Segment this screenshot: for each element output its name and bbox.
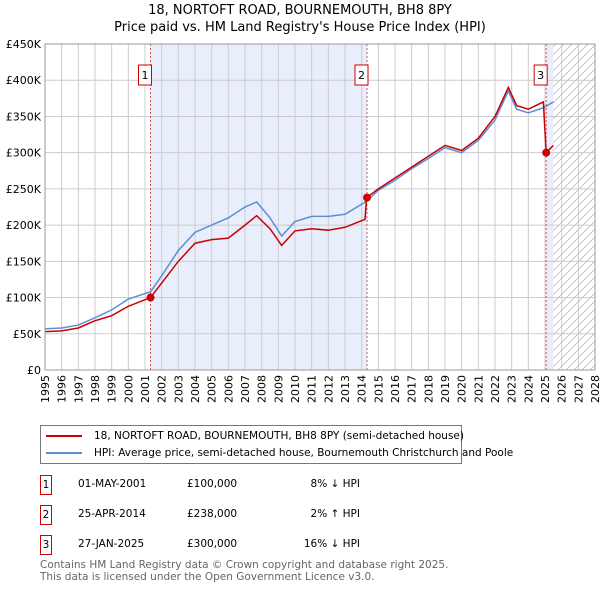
- plot-border: [44, 43, 596, 371]
- sale-label-box: [138, 64, 152, 86]
- x-tick-label: 2022: [489, 375, 502, 403]
- x-tick-label: 2004: [189, 375, 202, 403]
- sale-label: 2: [358, 69, 365, 82]
- x-tick-label: 2013: [339, 375, 352, 403]
- x-tick-label: 2011: [306, 375, 319, 403]
- sale-hpi-diff: 16% ↓ HPI: [303, 538, 360, 550]
- legend-swatch-property: [46, 435, 82, 437]
- y-tick-label: £300K: [6, 147, 42, 160]
- x-tick-label: 2002: [156, 375, 169, 403]
- x-tick-label: 2000: [122, 375, 135, 403]
- x-tick-label: 2001: [139, 375, 152, 403]
- hpi-line: [44, 89, 554, 330]
- x-tick-label: 1996: [56, 375, 69, 403]
- sale-date: 27-JAN-2025: [78, 538, 145, 550]
- sale-price: £300,000: [187, 538, 238, 550]
- shaded-region-ownership: [150, 44, 367, 370]
- sale-hpi-diff: 8% ↓ HPI: [310, 478, 360, 490]
- y-tick-label: £400K: [6, 74, 42, 87]
- sale-point: [363, 193, 371, 202]
- sale-hpi-diff: 2% ↑ HPI: [310, 508, 360, 520]
- x-tick-label: 2026: [556, 375, 569, 403]
- x-tick-label: 2025: [539, 375, 552, 403]
- sale-number: 3: [40, 535, 52, 555]
- chart-subtitle: Price paid vs. HM Land Registry's House …: [114, 20, 486, 35]
- x-tick-label: 2028: [589, 375, 600, 403]
- x-tick-label: 2021: [472, 375, 485, 403]
- sale-date: 01-MAY-2001: [78, 478, 147, 490]
- x-tick-label: 2009: [272, 375, 285, 403]
- chart-title: 18, NORTOFT ROAD, BOURNEMOUTH, BH8 8PY: [148, 3, 452, 18]
- x-tick-label: 2020: [456, 375, 469, 403]
- legend-item-hpi: HPI: Average price, semi-detached house,…: [41, 445, 513, 461]
- shaded-region-recent: [546, 44, 554, 370]
- sale-row: 1 01-MAY-2001 £100,000 8% ↓ HPI: [40, 475, 440, 495]
- x-tick-label: 1997: [72, 375, 85, 403]
- forecast-hatch: [553, 44, 595, 370]
- x-tick-label: 2003: [172, 375, 185, 403]
- sale-point: [146, 293, 155, 302]
- x-tick-label: 2014: [356, 375, 369, 403]
- legend-label-property: 18, NORTOFT ROAD, BOURNEMOUTH, BH8 8PY (…: [94, 430, 464, 442]
- x-tick-label: 2024: [522, 375, 535, 403]
- y-tick-label: £50K: [13, 328, 42, 341]
- x-tick-label: 1999: [106, 375, 119, 403]
- sale-price: £100,000: [187, 478, 238, 490]
- footer-line-2: This data is licensed under the Open Gov…: [40, 571, 375, 583]
- x-tick-label: 1998: [89, 375, 102, 403]
- y-tick-label: £0: [27, 364, 41, 377]
- x-tick-label: 2017: [406, 375, 419, 403]
- x-tick-label: 2012: [322, 375, 335, 403]
- x-tick-label: 2006: [222, 375, 235, 403]
- x-tick-label: 2015: [372, 375, 385, 403]
- sale-label: 1: [142, 69, 149, 82]
- sale-point: [542, 148, 551, 157]
- x-tick-label: 2018: [422, 375, 435, 403]
- legend: 18, NORTOFT ROAD, BOURNEMOUTH, BH8 8PY (…: [40, 425, 513, 464]
- y-tick-label: £250K: [6, 183, 42, 196]
- legend-item-property: 18, NORTOFT ROAD, BOURNEMOUTH, BH8 8PY (…: [41, 428, 464, 444]
- y-tick-label: £150K: [6, 255, 42, 268]
- footer: Contains HM Land Registry data © Crown c…: [40, 559, 448, 583]
- x-tick-label: 2007: [239, 375, 252, 403]
- y-tick-label: £350K: [6, 110, 42, 123]
- x-tick-label: 2027: [572, 375, 585, 403]
- sale-price: £238,000: [187, 508, 238, 520]
- y-tick-label: £100K: [6, 292, 42, 305]
- sale-row: 2 25-APR-2014 £238,000 2% ↑ HPI: [40, 505, 440, 525]
- y-tick-label: £450K: [6, 38, 42, 51]
- x-tick-label: 2008: [256, 375, 269, 403]
- sale-row: 3 27-JAN-2025 £300,000 16% ↓ HPI: [40, 535, 440, 555]
- x-tick-label: 2019: [439, 375, 452, 403]
- x-tick-label: 2005: [206, 375, 219, 403]
- legend-label-hpi: HPI: Average price, semi-detached house,…: [94, 447, 514, 459]
- x-tick-label: 2016: [389, 375, 402, 403]
- x-tick-label: 2010: [289, 375, 302, 403]
- sale-number: 1: [40, 475, 52, 495]
- legend-swatch-hpi: [46, 452, 82, 454]
- sale-number: 2: [40, 505, 52, 525]
- sale-label-box: [533, 64, 548, 86]
- price-chart: 1995 1996 1997 1998 1999 2000 2001 2002 2003 2004…: [6, 38, 600, 403]
- footer-line-1: Contains HM Land Registry data © Crown c…: [40, 559, 449, 571]
- sale-date: 25-APR-2014: [78, 508, 146, 520]
- y-tick-label: £200K: [6, 219, 42, 232]
- sale-label-box: [354, 64, 369, 86]
- x-tick-label: 2023: [506, 375, 519, 403]
- sale-label: 3: [537, 69, 544, 82]
- x-tick-label: 1995: [39, 375, 52, 403]
